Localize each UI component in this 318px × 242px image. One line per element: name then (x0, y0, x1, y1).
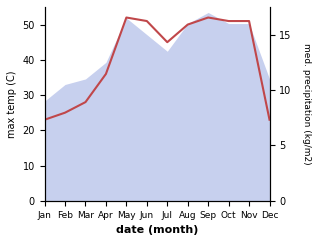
Y-axis label: med. precipitation (kg/m2): med. precipitation (kg/m2) (302, 43, 311, 165)
Y-axis label: max temp (C): max temp (C) (7, 70, 17, 138)
X-axis label: date (month): date (month) (116, 225, 198, 235)
